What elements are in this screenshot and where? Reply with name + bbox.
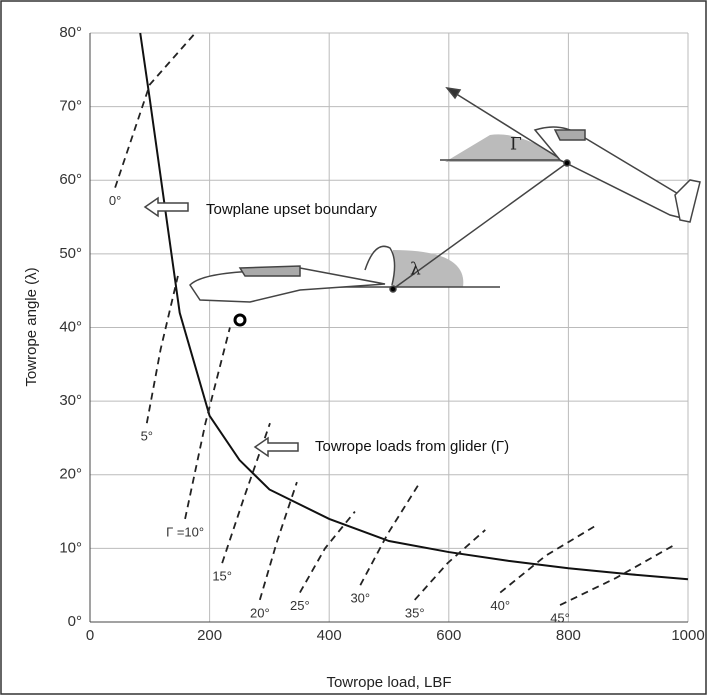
y-tick-label: 20° <box>59 466 82 483</box>
dashed-curve <box>299 510 356 593</box>
y-tick-label: 10° <box>59 539 82 556</box>
y-tick-label: 30° <box>59 392 82 409</box>
curve-label: 30° <box>350 591 370 606</box>
x-tick-label: 600 <box>436 627 461 644</box>
annotation: Towrope loads from glider (Γ) <box>315 438 509 455</box>
aircraft-diagram <box>189 86 701 327</box>
curve-label: Γ =10° <box>166 524 204 539</box>
dashed-curve <box>114 32 196 188</box>
x-tick-label: 1000 <box>671 627 704 644</box>
curve-label: 35° <box>405 605 425 620</box>
dashed-curve <box>499 525 596 594</box>
x-axis-title: Towrope load, LBF <box>326 674 451 691</box>
y-tick-label: 50° <box>59 245 82 262</box>
curve-label: 25° <box>290 598 310 613</box>
dashed-curve <box>184 327 231 520</box>
y-axis-title: Towrope angle (λ) <box>23 267 40 386</box>
curve-label: 5° <box>141 429 153 444</box>
dashed-curve <box>258 481 298 601</box>
x-tick-label: 200 <box>197 627 222 644</box>
curve-label: 20° <box>250 605 270 620</box>
dashed-curve <box>414 529 486 601</box>
y-tick-label: 80° <box>59 24 82 41</box>
y-tick-label: 0° <box>68 613 82 630</box>
curve-label: 45° <box>550 611 570 626</box>
annotation: Towplane upset boundary <box>206 201 377 218</box>
x-tick-label: 400 <box>317 627 342 644</box>
x-tick-label: 0 <box>86 627 94 644</box>
dashed-curve <box>359 481 421 586</box>
y-tick-label: 40° <box>59 318 82 335</box>
annotation-arrows <box>143 196 299 458</box>
x-tick-label: 800 <box>556 627 581 644</box>
boundary-line <box>139 32 689 581</box>
y-tick-label: 60° <box>59 171 82 188</box>
angle-symbol: Γ <box>510 135 522 155</box>
dashed-curve <box>559 543 676 606</box>
curve-label: 0° <box>109 193 121 208</box>
dashed-curve <box>145 275 179 424</box>
y-tick-label: 70° <box>59 98 82 115</box>
angle-symbol: λ <box>410 260 421 280</box>
curve-label: 40° <box>490 598 510 613</box>
curve-label: 15° <box>212 569 232 584</box>
